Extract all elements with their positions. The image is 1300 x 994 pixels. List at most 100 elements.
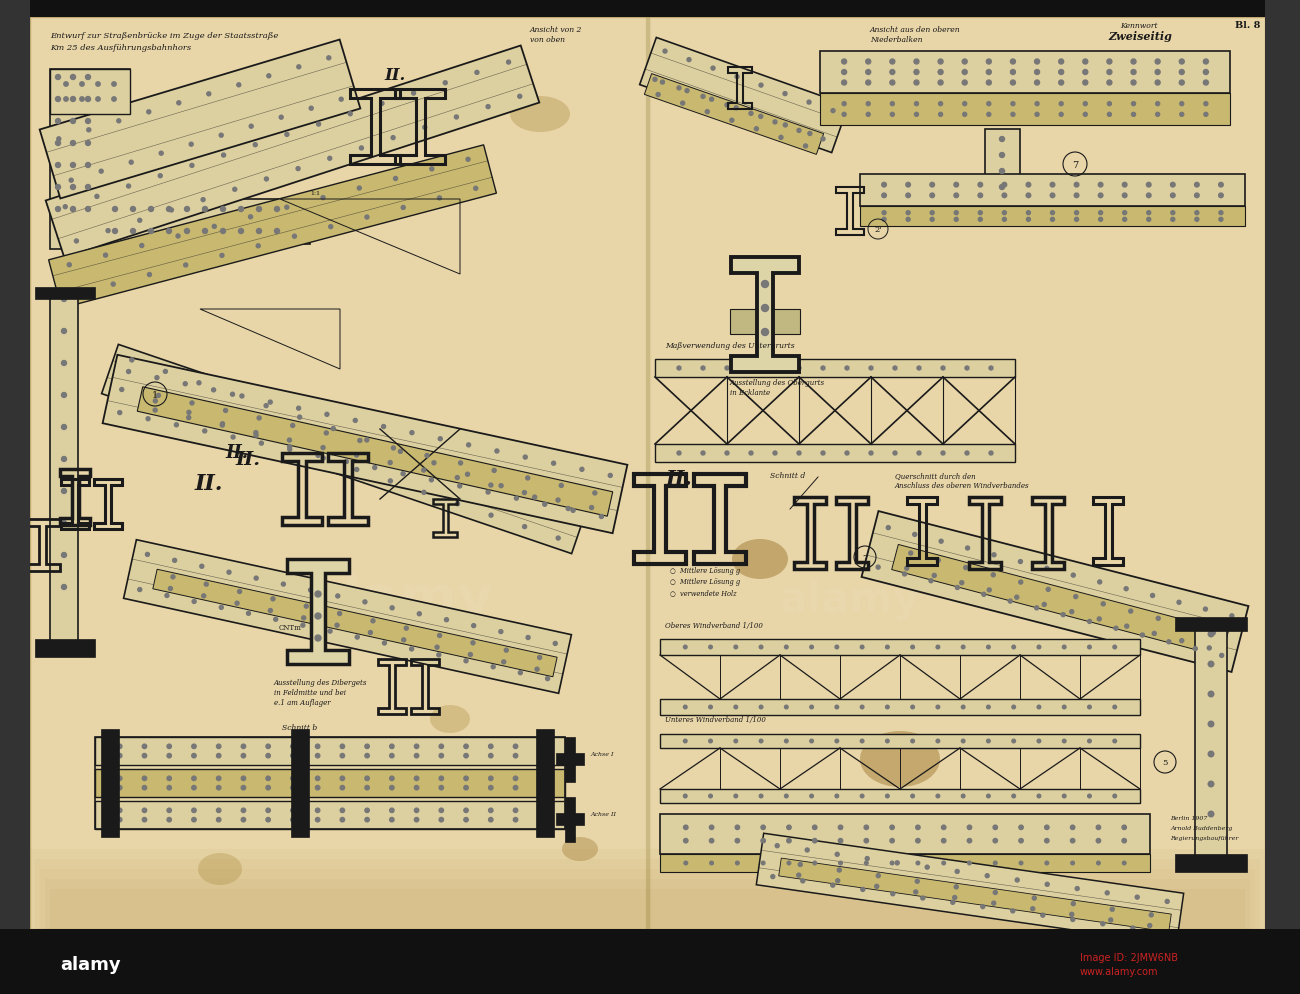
Circle shape bbox=[389, 479, 393, 483]
Circle shape bbox=[266, 818, 270, 822]
Circle shape bbox=[458, 484, 461, 488]
Circle shape bbox=[117, 776, 122, 780]
Circle shape bbox=[507, 61, 511, 65]
Circle shape bbox=[254, 431, 257, 435]
Circle shape bbox=[708, 706, 712, 709]
Circle shape bbox=[1019, 839, 1023, 843]
Circle shape bbox=[1026, 194, 1031, 199]
Circle shape bbox=[963, 113, 967, 117]
Circle shape bbox=[684, 839, 688, 843]
Circle shape bbox=[1204, 81, 1209, 85]
Circle shape bbox=[268, 609, 273, 613]
Circle shape bbox=[1170, 194, 1175, 199]
Bar bbox=[95, 738, 566, 829]
Circle shape bbox=[220, 605, 224, 609]
Circle shape bbox=[1195, 212, 1199, 216]
Circle shape bbox=[390, 818, 394, 822]
Text: Regierungsbauführer: Regierungsbauführer bbox=[1170, 835, 1239, 840]
Circle shape bbox=[79, 97, 84, 102]
Circle shape bbox=[514, 753, 517, 758]
Circle shape bbox=[915, 825, 920, 830]
Polygon shape bbox=[103, 356, 628, 534]
Circle shape bbox=[993, 839, 997, 843]
Circle shape bbox=[417, 612, 421, 616]
Circle shape bbox=[64, 206, 68, 210]
Circle shape bbox=[956, 585, 959, 589]
Circle shape bbox=[217, 745, 221, 748]
Circle shape bbox=[142, 745, 147, 748]
Circle shape bbox=[1010, 60, 1015, 65]
Circle shape bbox=[187, 411, 191, 414]
Circle shape bbox=[845, 451, 849, 455]
Circle shape bbox=[1180, 113, 1184, 117]
Circle shape bbox=[915, 839, 920, 843]
Circle shape bbox=[891, 81, 894, 85]
Circle shape bbox=[176, 235, 179, 239]
Circle shape bbox=[987, 71, 992, 76]
Circle shape bbox=[61, 584, 66, 589]
Circle shape bbox=[142, 776, 147, 780]
Circle shape bbox=[438, 437, 442, 441]
Circle shape bbox=[861, 888, 864, 892]
Circle shape bbox=[402, 472, 406, 476]
Circle shape bbox=[962, 794, 965, 798]
Circle shape bbox=[1045, 862, 1049, 865]
Circle shape bbox=[1098, 218, 1102, 222]
Circle shape bbox=[992, 554, 996, 558]
Circle shape bbox=[464, 785, 468, 790]
Circle shape bbox=[467, 443, 471, 447]
Circle shape bbox=[1070, 610, 1074, 614]
Text: Ansicht von 2: Ansicht von 2 bbox=[530, 26, 582, 34]
Circle shape bbox=[538, 785, 542, 790]
Circle shape bbox=[221, 154, 226, 158]
Circle shape bbox=[810, 645, 814, 649]
Circle shape bbox=[760, 839, 766, 843]
Circle shape bbox=[759, 84, 763, 88]
Text: Km 25 des Ausführungsbahnhors: Km 25 des Ausführungsbahnhors bbox=[49, 44, 191, 52]
Circle shape bbox=[316, 808, 320, 813]
Circle shape bbox=[142, 785, 147, 790]
Circle shape bbox=[885, 740, 889, 744]
Circle shape bbox=[1050, 212, 1054, 216]
Circle shape bbox=[217, 818, 221, 822]
Circle shape bbox=[1035, 113, 1039, 117]
Circle shape bbox=[554, 642, 558, 646]
Circle shape bbox=[242, 753, 246, 758]
Text: Querschnitt durch den: Querschnitt durch den bbox=[894, 471, 975, 479]
Circle shape bbox=[836, 879, 840, 883]
Circle shape bbox=[599, 515, 603, 519]
Text: Berlin 1907: Berlin 1907 bbox=[1170, 815, 1208, 820]
Circle shape bbox=[734, 645, 737, 649]
Circle shape bbox=[410, 647, 413, 651]
Circle shape bbox=[1204, 71, 1209, 76]
Circle shape bbox=[112, 83, 116, 87]
Circle shape bbox=[489, 808, 493, 813]
Circle shape bbox=[166, 776, 172, 780]
Circle shape bbox=[1097, 617, 1101, 621]
Circle shape bbox=[797, 874, 801, 878]
Circle shape bbox=[779, 136, 783, 140]
Text: Achse II: Achse II bbox=[590, 811, 616, 816]
Bar bbox=[566, 797, 575, 842]
Circle shape bbox=[906, 218, 910, 222]
Circle shape bbox=[954, 218, 958, 222]
Circle shape bbox=[1098, 194, 1102, 199]
Circle shape bbox=[439, 776, 443, 780]
Circle shape bbox=[86, 185, 91, 190]
Circle shape bbox=[264, 178, 268, 182]
Circle shape bbox=[876, 566, 880, 570]
Circle shape bbox=[315, 635, 321, 641]
Text: 5: 5 bbox=[1162, 758, 1167, 766]
Circle shape bbox=[734, 106, 738, 110]
Circle shape bbox=[235, 601, 239, 605]
Circle shape bbox=[287, 438, 291, 442]
Text: Bl. 8: Bl. 8 bbox=[1235, 21, 1261, 30]
Circle shape bbox=[930, 194, 935, 199]
Polygon shape bbox=[640, 39, 849, 153]
Circle shape bbox=[140, 245, 144, 248]
Circle shape bbox=[198, 382, 202, 386]
Circle shape bbox=[932, 574, 936, 578]
Circle shape bbox=[1010, 81, 1015, 85]
Circle shape bbox=[238, 589, 242, 593]
Circle shape bbox=[762, 862, 764, 865]
